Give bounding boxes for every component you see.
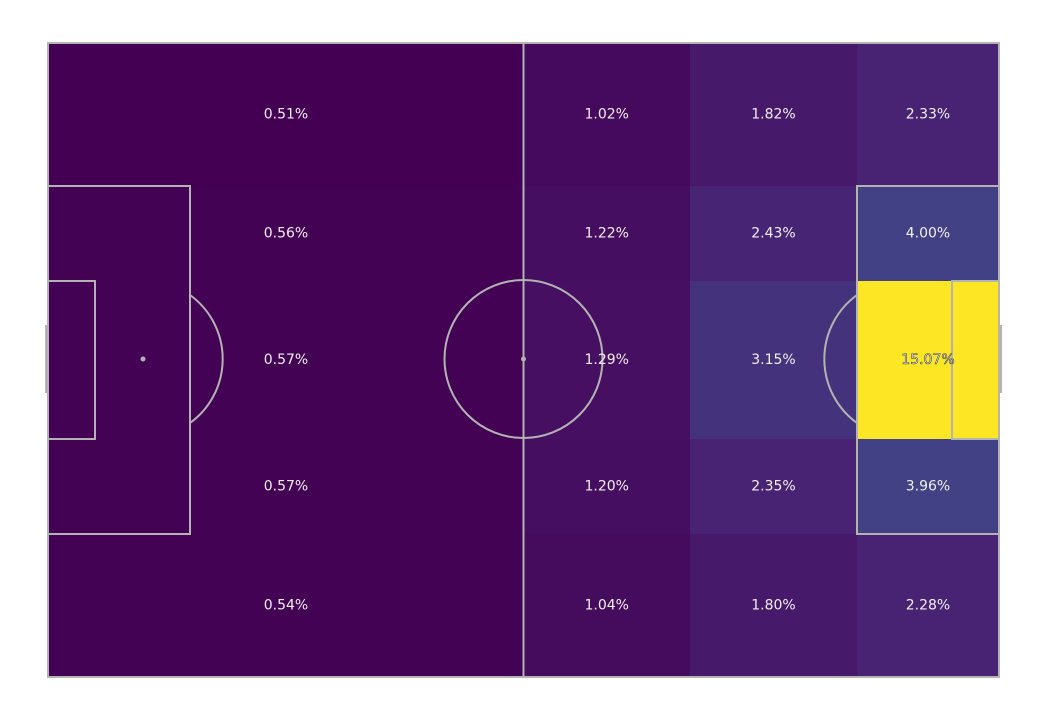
zone-label-r4-c4: 3.96% bbox=[906, 479, 950, 495]
zone-label-r5-c2: 1.04% bbox=[585, 598, 629, 614]
zone-label-r1-c2: 1.02% bbox=[585, 107, 629, 123]
zone-label-r2-c4: 4.00% bbox=[906, 226, 950, 242]
heatmap-cell-r5-c1 bbox=[48, 534, 524, 677]
heatmap-cell-r4-c4 bbox=[857, 439, 999, 534]
heatmap-cell-r5-c2 bbox=[523, 534, 690, 677]
center-spot bbox=[521, 356, 526, 362]
heatmap-cell-r3-c4 bbox=[857, 281, 999, 439]
center-circle bbox=[443, 279, 604, 439]
pitch-markings bbox=[45, 42, 1002, 678]
heatmap-cell-r1-c4 bbox=[857, 43, 999, 186]
zone-label-r5-c3: 1.80% bbox=[751, 598, 795, 614]
heatmap-cell-r4-c1 bbox=[48, 439, 524, 534]
zone-label-r5-c4: 2.28% bbox=[906, 598, 950, 614]
zone-label-r1-c3: 1.82% bbox=[751, 107, 795, 123]
heatmap-cell-r4-c2 bbox=[523, 439, 690, 534]
right-penalty-arc bbox=[823, 294, 858, 424]
heatmap-cell-r2-c4 bbox=[857, 186, 999, 281]
zone-label-r1-c1: 0.51% bbox=[264, 107, 308, 123]
heatmap-cell-r5-c4 bbox=[857, 534, 999, 677]
zone-label-r3-c2: 1.29% bbox=[585, 352, 629, 368]
zone-label-r4-c3: 2.35% bbox=[751, 479, 795, 495]
left-penalty-arc bbox=[189, 294, 224, 424]
heatmap-cell-r5-c3 bbox=[690, 534, 857, 677]
zone-label-r2-c2: 1.22% bbox=[585, 226, 629, 242]
heatmap-cell-r1-c2 bbox=[523, 43, 690, 186]
heatmap-cell-r1-c3 bbox=[690, 43, 857, 186]
heatmap-cell-r1-c1 bbox=[48, 43, 524, 186]
zone-label-r1-c4: 2.33% bbox=[906, 107, 950, 123]
zone-label-r3-c3: 3.15% bbox=[751, 352, 795, 368]
heatmap-cell-r2-c3 bbox=[690, 186, 857, 281]
zone-label-r2-c1: 0.56% bbox=[264, 226, 308, 242]
zone-label-r4-c1: 0.57% bbox=[264, 479, 308, 495]
zone-label-r4-c2: 1.20% bbox=[585, 479, 629, 495]
heatmap-cell-r4-c3 bbox=[690, 439, 857, 534]
heatmap-cell-r3-c2 bbox=[523, 281, 690, 439]
left-penalty-spot bbox=[140, 356, 146, 362]
heatmap-zones bbox=[48, 43, 999, 677]
heatmap-cell-r3-c3 bbox=[690, 281, 857, 439]
zone-label-r3-c1: 0.57% bbox=[264, 352, 308, 368]
heatmap-cell-r2-c1 bbox=[48, 186, 524, 281]
zone-label-r2-c3: 2.43% bbox=[751, 226, 795, 242]
zone-labels: 0.51% 1.02% 1.82% 2.33% 0.56% 1.22% 2.43% 4.00%… bbox=[264, 107, 955, 614]
zone-label-r5-c1: 0.54% bbox=[264, 598, 308, 614]
heatmap-cell-r2-c2 bbox=[523, 186, 690, 281]
zone-label-r3-c4: 15.07% bbox=[901, 352, 954, 368]
